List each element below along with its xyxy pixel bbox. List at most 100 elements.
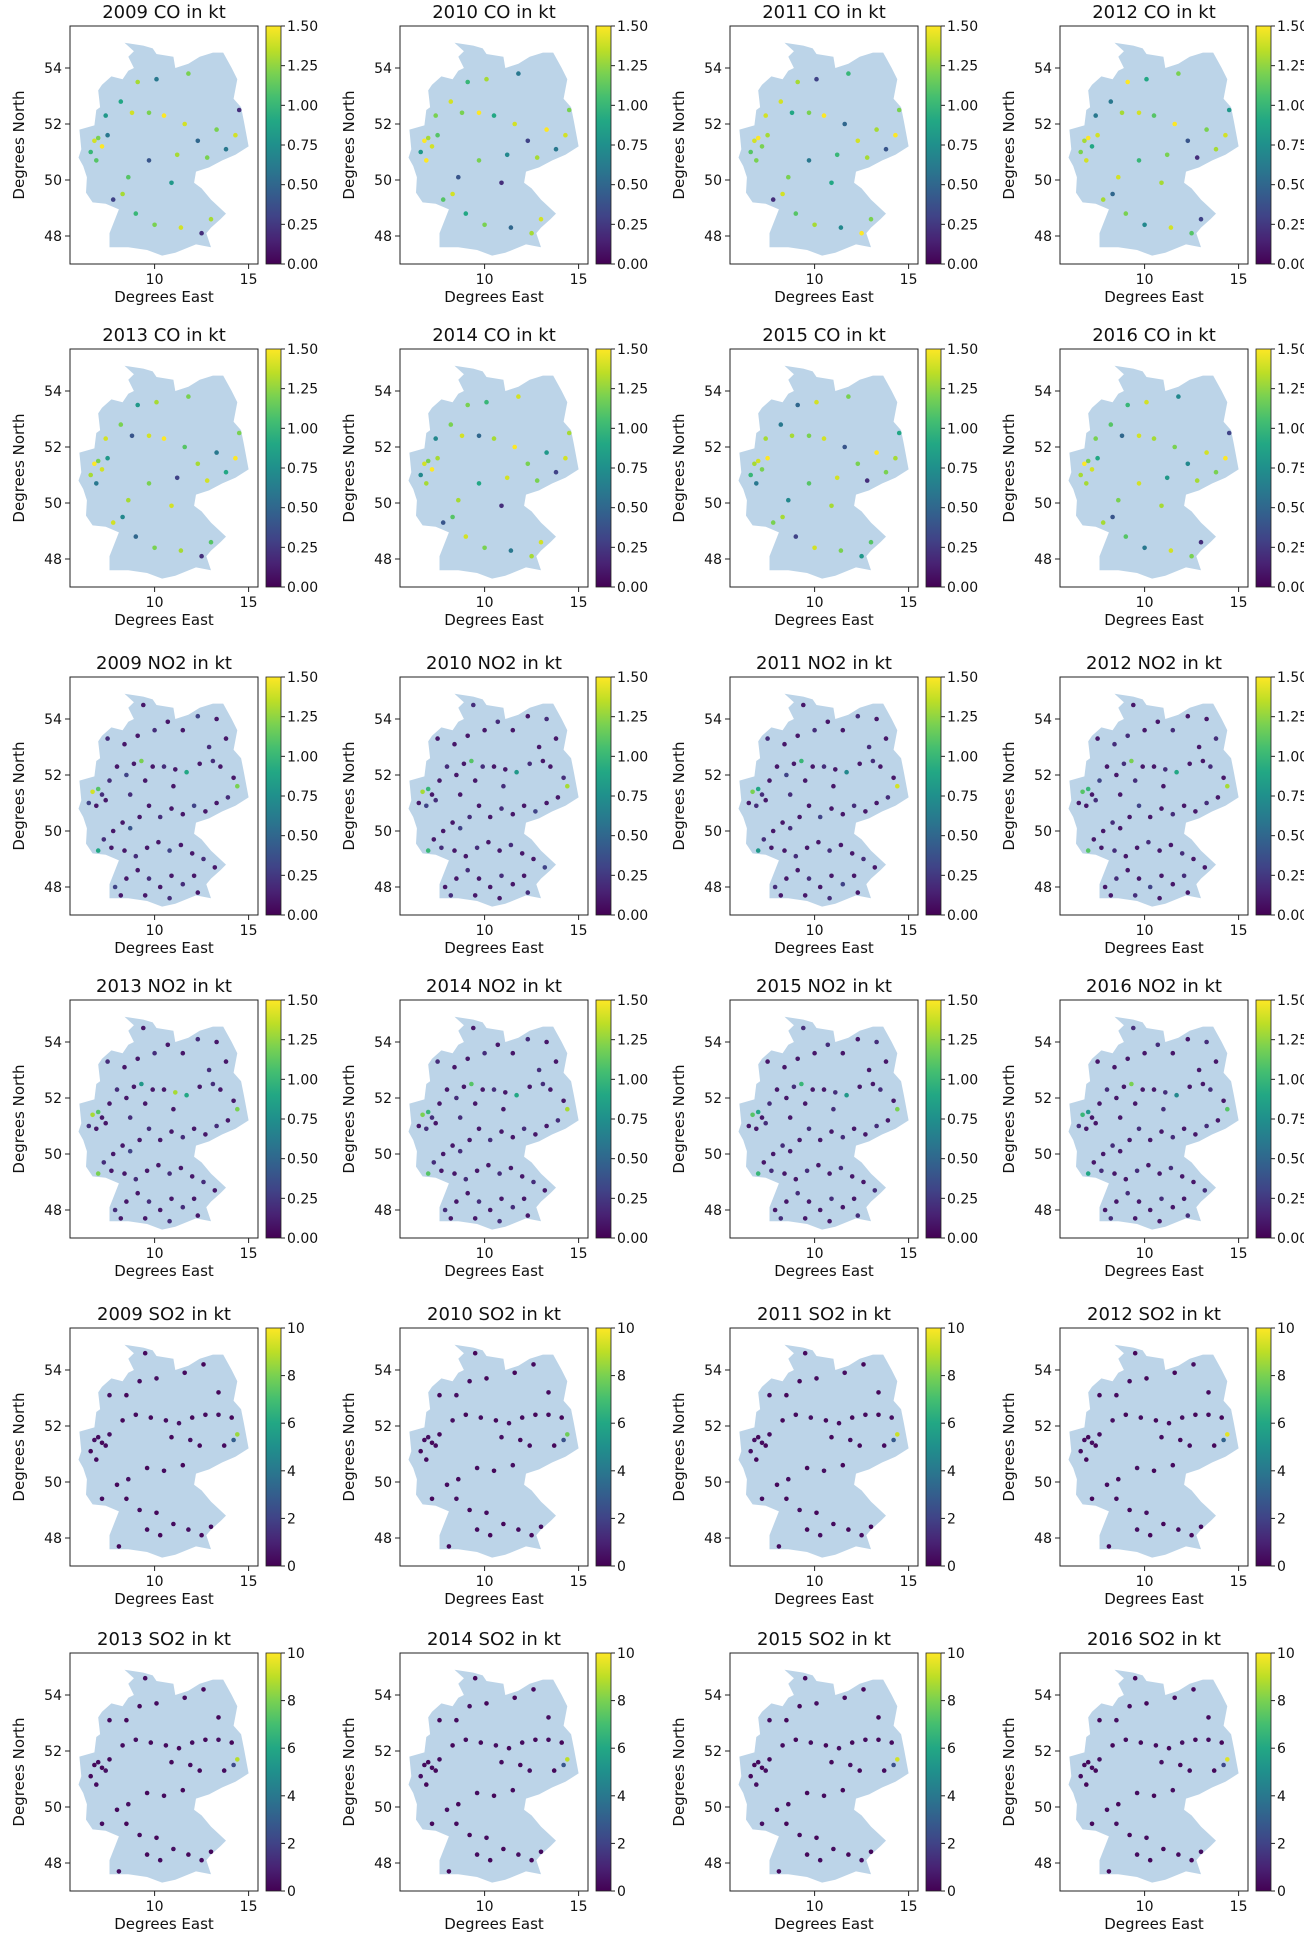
- station-point: [477, 158, 482, 163]
- station-point: [497, 896, 502, 901]
- station-point: [162, 764, 167, 769]
- station-point: [467, 1379, 472, 1384]
- station-point: [103, 1768, 108, 1773]
- station-point: [181, 1463, 186, 1468]
- station-point: [96, 1435, 101, 1440]
- station-point: [891, 1438, 896, 1443]
- station-point: [509, 548, 514, 553]
- station-point: [1189, 231, 1194, 236]
- station-point: [1157, 1171, 1162, 1176]
- colorbar-tick-label: 8: [617, 1369, 626, 1385]
- station-point: [479, 1415, 484, 1420]
- station-point: [103, 1121, 108, 1126]
- station-point: [763, 1768, 768, 1773]
- y-tick-label: 52: [374, 768, 392, 784]
- station-point: [231, 1438, 236, 1443]
- station-point: [192, 804, 197, 809]
- station-point: [497, 848, 502, 853]
- station-point: [1118, 1149, 1123, 1154]
- station-point: [1114, 1393, 1119, 1398]
- station-point: [561, 776, 566, 781]
- station-point: [1187, 1085, 1192, 1090]
- x-tick-label: 10: [806, 1246, 824, 1262]
- y-tick-label: 52: [1034, 1744, 1052, 1760]
- colorbar: [926, 677, 941, 915]
- station-point: [812, 728, 817, 733]
- station-point: [432, 837, 437, 842]
- station-point: [1146, 840, 1151, 845]
- station-point: [818, 1858, 823, 1863]
- station-point: [214, 450, 219, 455]
- station-point: [856, 139, 861, 144]
- x-tick-label: 10: [1136, 1246, 1154, 1262]
- station-point: [197, 1768, 202, 1773]
- germany-basemap: [409, 43, 579, 256]
- station-point: [137, 815, 142, 820]
- colorbar-tick-label: 0.75: [287, 138, 318, 154]
- station-point: [1086, 1760, 1091, 1765]
- station-point: [229, 1740, 234, 1745]
- station-point: [113, 885, 118, 890]
- station-point: [445, 1087, 450, 1092]
- station-point: [182, 1371, 187, 1376]
- station-point: [1086, 1435, 1091, 1440]
- x-axis-label: Degrees East: [444, 939, 544, 957]
- station-point: [748, 473, 753, 478]
- station-point: [171, 1522, 176, 1527]
- y-tick-label: 50: [374, 1800, 392, 1816]
- station-point: [554, 736, 559, 741]
- station-point: [145, 1852, 150, 1857]
- station-point: [857, 1443, 862, 1448]
- station-point: [1139, 1415, 1144, 1420]
- colorbar-tick-label: 0.25: [287, 1191, 318, 1207]
- station-point: [816, 1163, 821, 1168]
- station-point: [867, 1068, 872, 1073]
- station-point: [430, 1766, 435, 1771]
- station-point: [100, 144, 105, 149]
- station-point: [447, 1869, 452, 1874]
- station-point: [1148, 1533, 1153, 1538]
- y-tick-label: 52: [374, 440, 392, 456]
- station-point: [449, 893, 454, 898]
- station-point: [87, 801, 92, 806]
- station-point: [797, 1379, 802, 1384]
- x-tick-label: 10: [806, 923, 824, 939]
- station-point: [559, 1415, 564, 1420]
- station-point: [803, 1351, 808, 1356]
- scatter-map-chart: 2015 SO2 in kt10 1548505254Degrees EastDe…: [660, 1627, 974, 1947]
- station-point: [565, 1432, 570, 1437]
- colorbar-tick-label: 10: [287, 1646, 305, 1662]
- chart-title: 2009 NO2 in kt: [96, 653, 232, 674]
- station-point: [486, 840, 491, 845]
- station-point: [209, 1850, 214, 1855]
- station-point: [150, 764, 155, 769]
- station-point: [469, 1082, 474, 1087]
- scatter-map-chart: 2014 CO in kt10 1548505254Degrees EastDeg…: [330, 323, 644, 643]
- station-point: [115, 1483, 120, 1488]
- x-tick-label: 10: [806, 1899, 824, 1915]
- x-axis-label: Degrees East: [774, 939, 874, 957]
- station-point: [878, 764, 883, 769]
- station-point: [1214, 147, 1219, 152]
- station-point: [1161, 1522, 1166, 1527]
- station-point: [137, 1704, 142, 1709]
- station-point: [130, 111, 135, 116]
- station-point: [807, 804, 812, 809]
- station-point: [214, 127, 219, 132]
- station-point: [181, 1135, 186, 1140]
- colorbar-tick-label: 0.50: [1277, 501, 1304, 517]
- station-point: [100, 1497, 105, 1502]
- colorbar-tick-label: 1.00: [617, 1072, 648, 1088]
- station-point: [171, 1847, 176, 1852]
- x-tick-label: 10: [1136, 1574, 1154, 1590]
- colorbar-tick-label: 1.50: [287, 993, 318, 1009]
- station-point: [439, 846, 444, 851]
- station-point: [134, 1738, 139, 1743]
- station-point: [432, 1160, 437, 1165]
- station-point: [156, 840, 161, 845]
- y-tick-label: 54: [1034, 1035, 1052, 1051]
- station-point: [829, 1129, 834, 1134]
- x-axis-label: Degrees East: [114, 939, 214, 957]
- station-point: [810, 1087, 815, 1092]
- station-point: [465, 734, 470, 739]
